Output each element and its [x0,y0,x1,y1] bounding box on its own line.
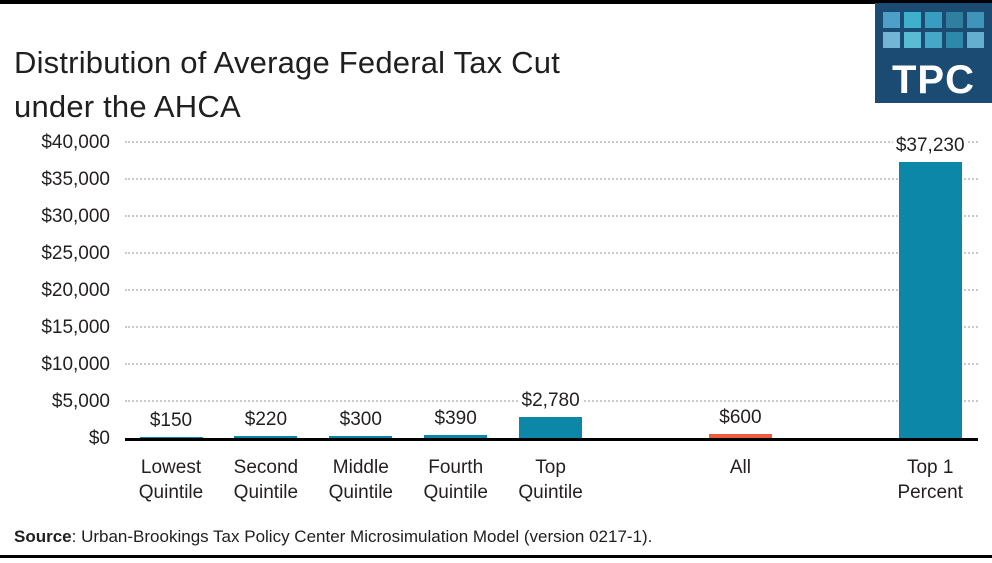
bar-top-1-percent [898,162,962,438]
value-label-text: $150 [146,410,196,431]
gridline-25000 [125,252,978,254]
value-label-text: $37,230 [892,135,968,156]
bar-middle-quintile [329,436,393,438]
logo-square-row [883,12,984,28]
x-tick-label-lowest-quintile: Lowest Quintile [138,457,204,503]
y-tick-label: $15,000 [41,317,110,338]
bar-top-quintile [519,417,583,438]
logo-square-icon [925,32,942,48]
logo-square-icon [946,32,963,48]
value-label-lowest-quintile: $150 [96,410,246,432]
logo-square-row [883,32,984,48]
y-tick-label: $40,000 [41,132,110,153]
gridline-10000 [125,363,978,365]
x-tick-label-top-quintile: Top Quintile [518,457,583,503]
value-label-top-1-percent: $37,230 [855,135,992,157]
logo-square-icon [925,12,942,28]
value-label-top-quintile: $2,780 [476,390,626,412]
source-note: Source: Urban-Brookings Tax Policy Cente… [14,527,652,547]
gridline-15000 [125,326,978,328]
logo-square-icon [946,12,963,28]
value-label-text: $300 [336,409,385,430]
y-tick-label: $10,000 [41,354,110,375]
logo-square-icon [904,32,921,48]
bar-fourth-quintile [424,435,488,438]
y-tick-label: $30,000 [41,206,110,227]
logo-square-icon [883,12,900,28]
x-axis-line [125,438,978,441]
value-label-text: $600 [716,407,765,428]
logo-square-icon [904,12,921,28]
tpc-logo: TPC [875,3,992,103]
source-text: : Urban-Brookings Tax Policy Center Micr… [71,527,653,546]
gridline-20000 [125,289,978,291]
value-label-text: $220 [241,409,291,430]
value-label-text: $390 [431,408,480,429]
x-tick-label-middle-quintile: Middle Quintile [328,457,393,503]
x-tick-label-second-quintile: Second Quintile [233,457,299,503]
value-label-text: $2,780 [518,390,583,411]
bar-all [708,434,772,438]
bar-lowest-quintile [139,437,203,438]
tpc-logo-wordmark: TPC [892,58,975,102]
y-tick-label: $20,000 [41,280,110,301]
value-label-fourth-quintile: $390 [381,408,531,430]
top-rule [0,0,992,4]
y-tick-label: $5,000 [51,391,110,412]
x-tick-label-all: All [729,457,751,478]
value-label-middle-quintile: $300 [286,409,436,431]
chart-title: Distribution of Average Federal Tax Cut u… [14,41,854,129]
y-tick-label: $0 [88,428,110,449]
gridline-35000 [125,178,978,180]
bar-second-quintile [234,436,298,438]
value-label-second-quintile: $220 [191,409,341,431]
y-tick-label: $35,000 [41,169,110,190]
tpc-logo-squares-icon [875,12,992,48]
logo-square-icon [883,32,900,48]
logo-square-icon [967,12,984,28]
bottom-rule [0,555,992,558]
value-label-all: $600 [665,407,815,429]
gridline-40000 [125,141,978,143]
x-tick-label-fourth-quintile: Fourth Quintile [423,457,488,503]
chart-title-line1: Distribution of Average Federal Tax Cut [14,44,561,80]
chart-title-line2: under the AHCA [14,88,241,124]
gridline-30000 [125,215,978,217]
y-tick-label: $25,000 [41,243,110,264]
logo-square-icon [967,32,984,48]
x-tick-label-top-1-percent: Top 1 Percent [897,457,963,503]
source-label: Source [14,527,72,546]
